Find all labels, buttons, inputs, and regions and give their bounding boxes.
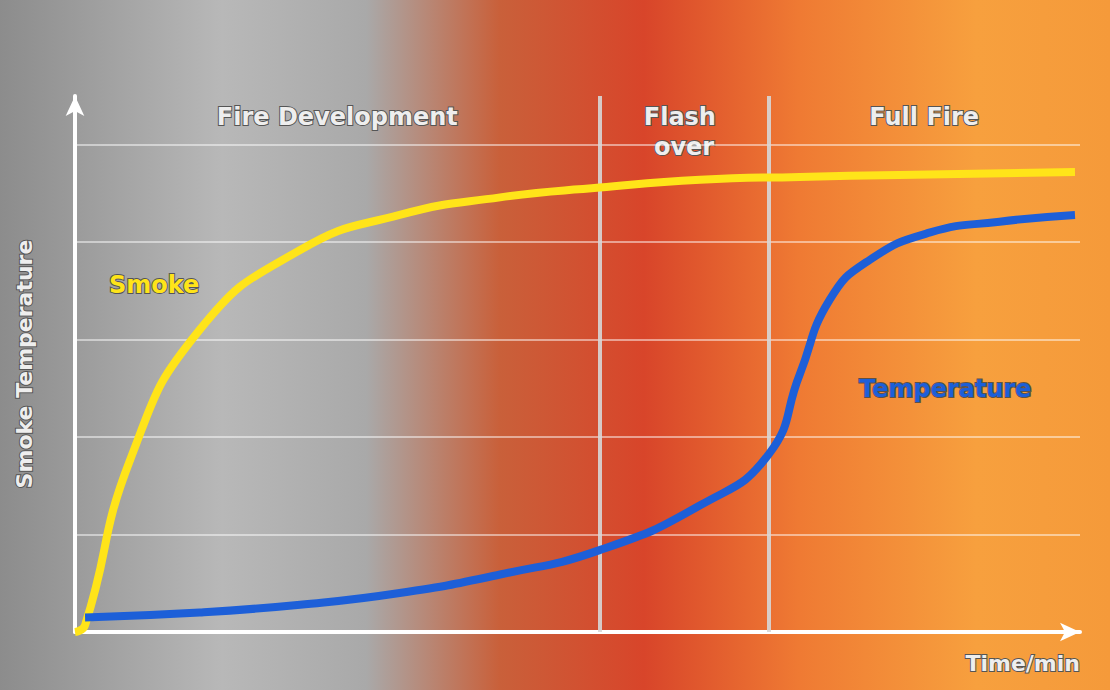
svg-text:Time/min: Time/min (965, 651, 1080, 676)
svg-text:Full Fire: Full Fire (869, 103, 979, 131)
svg-text:Temperature: Temperature (859, 375, 1032, 403)
svg-text:Smoke: Smoke (109, 271, 199, 299)
svg-text:over: over (654, 133, 714, 161)
svg-text:Smoke Temperature: Smoke Temperature (12, 240, 37, 489)
svg-text:Fire Development: Fire Development (217, 103, 458, 131)
svg-text:Flash: Flash (644, 103, 725, 131)
